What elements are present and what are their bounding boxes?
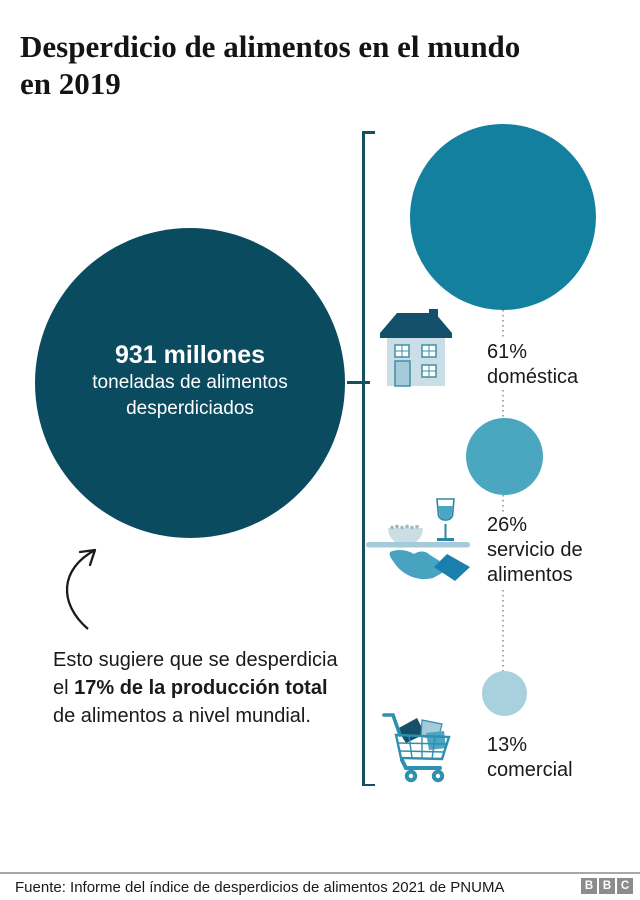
total-waste-text: 931 millones toneladas de alimentos desp… — [92, 340, 287, 422]
annotation-text: Esto sugiere que se desperdicia el 17% d… — [53, 646, 373, 730]
bracket-tick-top — [362, 131, 375, 134]
circle-food-service-26pct — [466, 418, 543, 495]
bracket-line — [362, 131, 365, 786]
annotation-line-1: Esto sugiere que se desperdicia — [53, 649, 338, 671]
total-value: 931 millones — [114, 341, 266, 369]
title-line-1: Desperdicio de alimentos en el mundo — [20, 29, 521, 64]
label-domestic: 61% doméstica — [487, 340, 605, 390]
house-icon — [380, 309, 452, 387]
annotation-line-3: de alimentos a nivel mundial. — [53, 705, 311, 727]
curved-arrow-icon — [65, 548, 97, 630]
circle-retail-13pct — [482, 671, 527, 716]
total-waste-circle: 931 millones toneladas de alimentos desp… — [35, 228, 345, 538]
label-food-service-percent: 26% — [487, 514, 528, 536]
label-retail-percent: 13% — [487, 734, 528, 756]
total-unit-line-1: toneladas de alimentos — [92, 372, 288, 393]
shopping-cart-icon — [382, 713, 451, 783]
label-food-service: 26% servicio de alimentos — [487, 513, 605, 588]
total-unit-line-2: desperdiciados — [126, 398, 254, 419]
circle-domestic-61pct — [410, 124, 596, 310]
label-domestic-text: doméstica — [487, 366, 579, 388]
bbc-logo-letter-b2: B — [599, 878, 615, 894]
bracket-tick-bottom — [362, 783, 375, 786]
footer-divider — [0, 872, 640, 874]
source-text: Fuente: Informe del índice de desperdici… — [15, 879, 505, 896]
bbc-logo: B B C — [581, 878, 633, 894]
bbc-logo-letter-b1: B — [581, 878, 597, 894]
bbc-logo-letter-c: C — [617, 878, 633, 894]
circle-to-bracket-connector — [347, 381, 370, 384]
annotation-bold-figure: 17% de la producción total — [74, 677, 328, 699]
label-retail: 13% comercial — [487, 733, 605, 783]
annotation-line-2: el 17% de la producción total — [53, 677, 328, 699]
label-retail-text: comercial — [487, 759, 573, 781]
title-line-2: en 2019 — [20, 66, 121, 101]
label-food-service-text: servicio de alimentos — [487, 539, 583, 586]
label-domestic-percent: 61% — [487, 341, 528, 363]
page-title: Desperdicio de alimentos en el mundo en … — [20, 28, 630, 102]
food-service-icon — [366, 498, 470, 581]
